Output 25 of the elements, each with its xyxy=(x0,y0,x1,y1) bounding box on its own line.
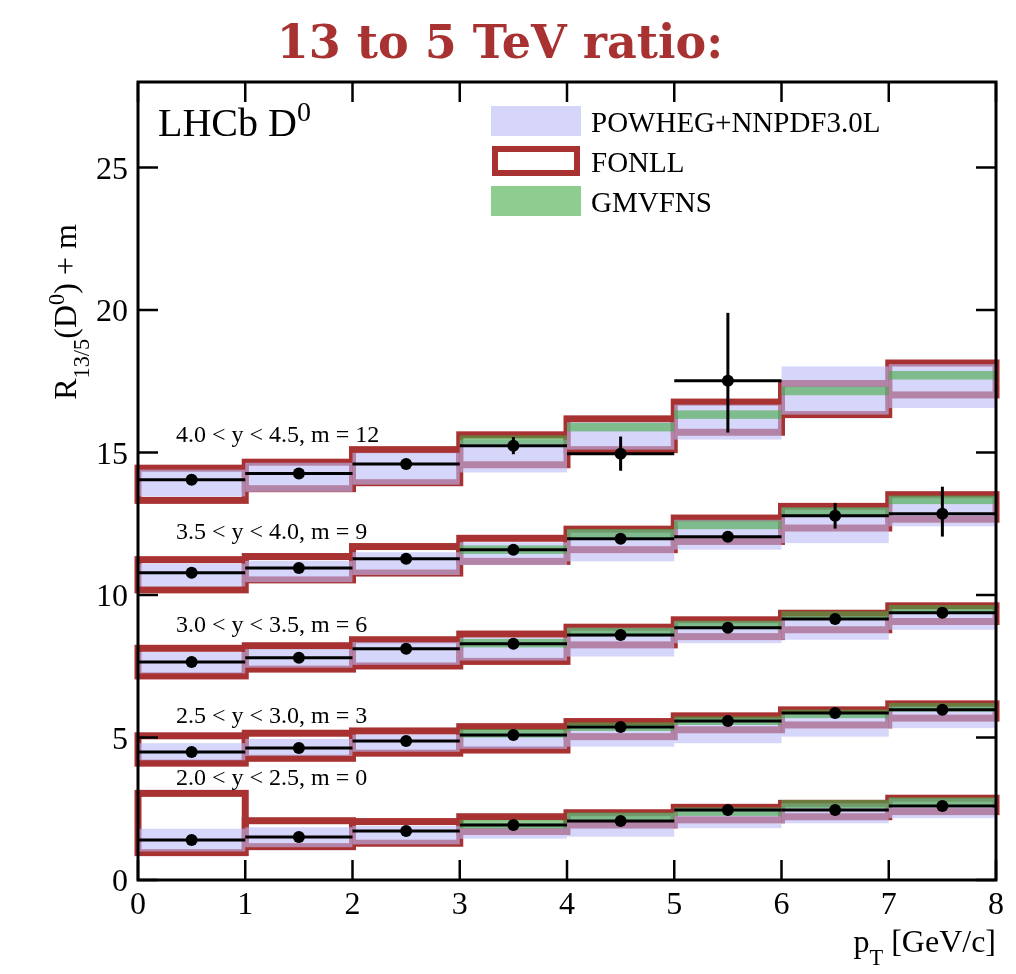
x-tick-label: 7 xyxy=(880,885,897,921)
y-tick-label: 5 xyxy=(112,719,128,756)
x-tick-label: 8 xyxy=(988,885,1004,921)
y-tick-label: 10 xyxy=(96,577,128,613)
legend-label: POWHEG+NNPDF3.0L xyxy=(591,106,881,138)
annotation: 2.0 < y < 2.5, m = 0 xyxy=(176,764,368,791)
x-axis-title: p$_{T}$ [GeV/c] xyxy=(853,923,996,970)
annotation: 2.5 < y < 3.0, m = 3 xyxy=(176,701,368,728)
y-tick-label: 0 xyxy=(112,862,128,898)
y-tick-label: 25 xyxy=(96,149,128,186)
annotation: 3.5 < y < 4.0, m = 9 xyxy=(176,517,368,544)
x-tick-label: 6 xyxy=(773,885,790,921)
legend-label: GMVFNS xyxy=(591,186,712,218)
annotation: 3.0 < y < 3.5, m = 6 xyxy=(176,610,368,637)
x-tick-label: 5 xyxy=(666,885,683,921)
x-tick-label: 1 xyxy=(237,885,254,921)
x-tick-label: 4 xyxy=(559,885,575,921)
x-tick-label: 2 xyxy=(344,885,361,921)
y-tick-label: 15 xyxy=(96,434,128,471)
annotation: LHCb D$^{0}$ xyxy=(158,95,311,145)
y-tick-label: 20 xyxy=(96,292,128,328)
x-tick-label: 3 xyxy=(451,885,468,921)
legend-label: FONLL xyxy=(591,146,685,178)
annotation: 4.0 < y < 4.5, m = 12 xyxy=(176,420,380,447)
chart-title: 13 to 5 TeV ratio: xyxy=(276,15,724,69)
